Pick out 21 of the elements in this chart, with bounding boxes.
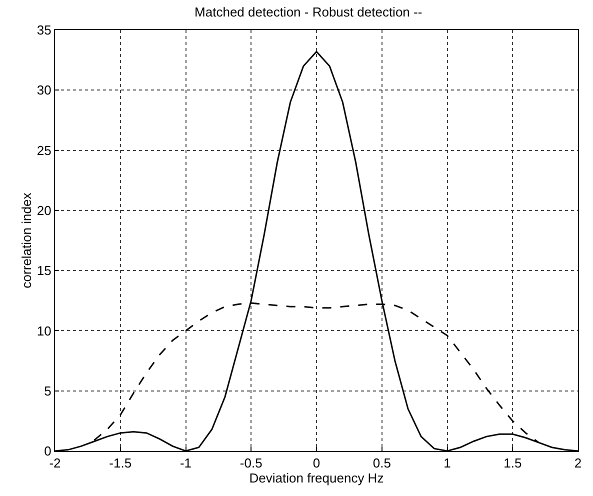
x-tick-label: 1.5 [504,456,522,471]
y-tick-label: 0 [44,444,52,459]
y-tick-label: 30 [36,82,52,98]
x-tick-label: -1 [180,456,192,471]
x-tick-label: -1.5 [109,456,132,471]
x-axis-title: Deviation frequency Hz [249,470,384,486]
y-tick-label: 5 [44,383,52,398]
y-tick-label: 10 [36,323,52,338]
chart-title: Matched detection - Robust detection -- [194,4,422,20]
x-tick-label: 0.5 [372,456,391,471]
x-tick-label: 0 [312,456,320,471]
x-tick-label: 1 [444,456,451,471]
y-tick-label: 25 [36,142,52,158]
y-tick-label: 15 [36,263,52,278]
x-tick-label: 2 [574,456,582,471]
y-axis-title: correlation index [18,192,34,288]
line-series [93,302,540,444]
x-tick-label: -2 [49,456,61,471]
y-tick-label: 35 [36,22,52,38]
y-tick-label: 20 [36,202,52,218]
x-tick-label: -0.5 [240,456,262,471]
